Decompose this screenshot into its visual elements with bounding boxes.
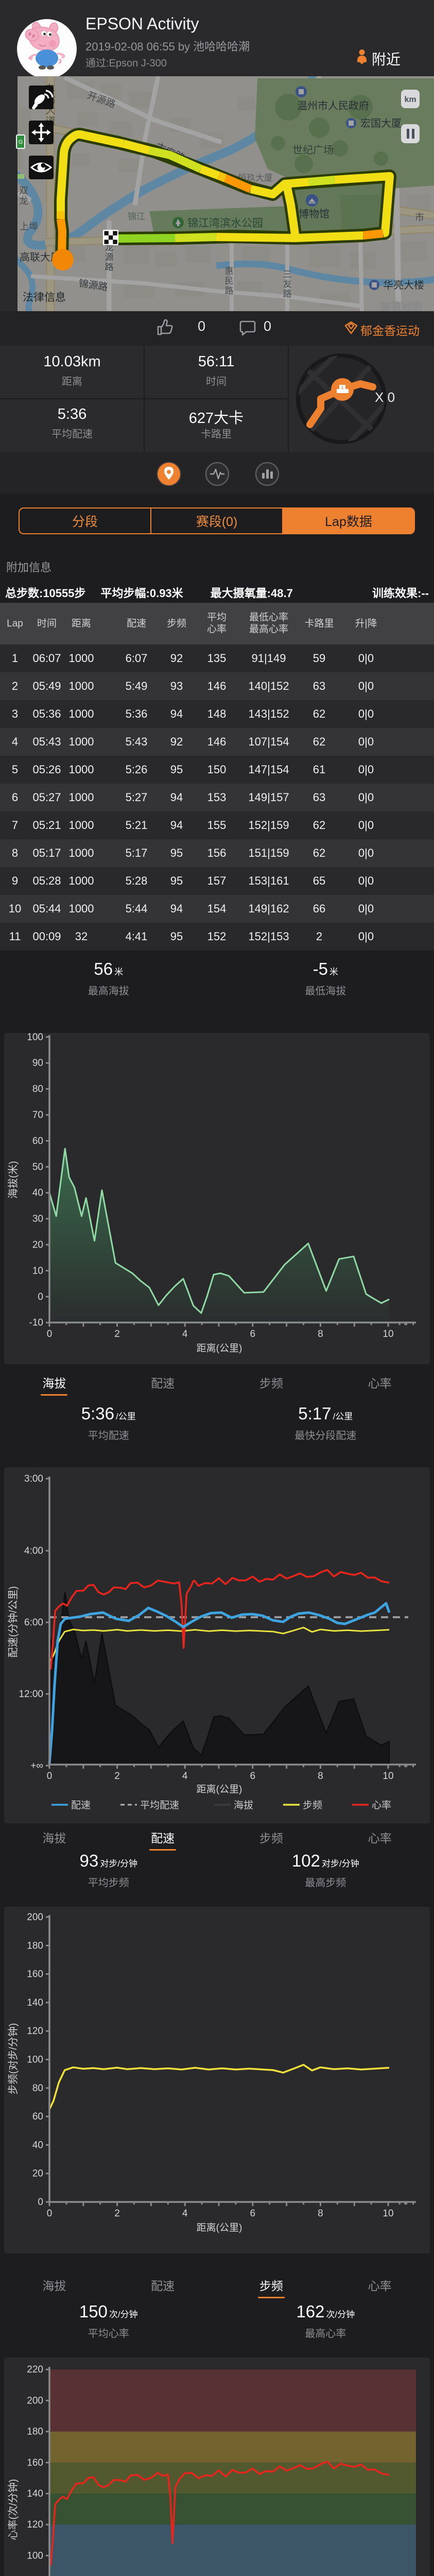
svg-text:6: 6: [250, 1329, 256, 1340]
svg-text:4: 4: [182, 1771, 188, 1782]
svg-text:8: 8: [318, 2208, 323, 2219]
svg-text:4:00: 4:00: [24, 1546, 43, 1556]
svg-text:12:00: 12:00: [19, 1689, 43, 1700]
svg-text:配速: 配速: [71, 1800, 91, 1811]
svg-text:20: 20: [32, 1240, 43, 1250]
svg-text:6: 6: [250, 1771, 256, 1782]
svg-text:6:00: 6:00: [24, 1617, 43, 1628]
svg-text:120: 120: [27, 2519, 43, 2530]
svg-text:0: 0: [47, 2208, 53, 2219]
svg-text:惠: 惠: [225, 266, 234, 276]
svg-text:100: 100: [27, 1033, 43, 1043]
svg-text:80: 80: [32, 2083, 43, 2094]
svg-text:8: 8: [318, 1771, 323, 1782]
svg-text:距离(公里): 距离(公里): [197, 2222, 242, 2233]
svg-text:步频: 步频: [303, 1800, 322, 1811]
svg-text:锦江湾滨水公园: 锦江湾滨水公园: [187, 217, 263, 229]
svg-text:华亮大楼: 华亮大楼: [383, 279, 424, 291]
svg-text:0: 0: [47, 1771, 53, 1782]
svg-text:三: 三: [283, 269, 292, 279]
svg-text:温州市人民政府: 温州市人民政府: [297, 100, 369, 112]
svg-text:心率: 心率: [372, 1800, 391, 1811]
svg-text:km: km: [404, 95, 416, 104]
svg-text:140: 140: [27, 1997, 43, 2008]
svg-text:200: 200: [27, 1912, 43, 1923]
svg-text:2: 2: [114, 1329, 120, 1340]
svg-text:70: 70: [32, 1110, 43, 1121]
svg-text:G: G: [19, 139, 23, 145]
svg-text:民: 民: [225, 276, 234, 286]
svg-text:4: 4: [182, 2208, 188, 2219]
svg-text:+∞: +∞: [30, 1760, 43, 1771]
svg-text:60: 60: [32, 2111, 43, 2122]
svg-text:6: 6: [250, 2208, 256, 2219]
svg-text:配速(分钟/公里): 配速(分钟/公里): [7, 1586, 19, 1658]
svg-text:10: 10: [32, 1265, 43, 1276]
svg-text:友: 友: [283, 279, 292, 289]
svg-text:法律信息: 法律信息: [23, 292, 66, 303]
svg-text:50: 50: [32, 1162, 43, 1173]
svg-text:高联大厦: 高联大厦: [20, 251, 61, 263]
svg-text:距离(公里): 距离(公里): [197, 1343, 242, 1354]
svg-text:宏国大厦: 宏国大厦: [360, 117, 402, 129]
svg-text:上埠: 上埠: [20, 222, 38, 232]
svg-text:锦江: 锦江: [128, 212, 145, 222]
svg-text:80: 80: [32, 1084, 43, 1095]
svg-text:心率(次/分钟): 心率(次/分钟): [7, 2479, 19, 2540]
svg-text:40: 40: [32, 2140, 43, 2150]
svg-text:8: 8: [318, 1329, 323, 1340]
svg-text:10: 10: [383, 1329, 393, 1340]
svg-text:220: 220: [27, 2364, 43, 2375]
svg-text:120: 120: [27, 2026, 43, 2037]
svg-text:0: 0: [38, 2197, 43, 2208]
svg-text:路: 路: [225, 286, 234, 296]
svg-text:海拔(米): 海拔(米): [7, 1161, 19, 1198]
svg-text:10: 10: [383, 1771, 393, 1782]
svg-text:10: 10: [383, 2208, 393, 2219]
svg-text:路: 路: [283, 289, 292, 299]
svg-text:世纪广场: 世纪广场: [292, 144, 334, 156]
svg-text:100: 100: [27, 2550, 43, 2561]
svg-text:步频(对步/分钟): 步频(对步/分钟): [7, 2023, 19, 2095]
svg-text:源: 源: [105, 252, 114, 262]
svg-text:20: 20: [32, 2168, 43, 2179]
svg-text:180: 180: [27, 2427, 43, 2437]
svg-text:双: 双: [19, 185, 28, 196]
svg-text:龙: 龙: [19, 196, 28, 206]
svg-text:2: 2: [114, 1771, 120, 1782]
svg-text:4: 4: [182, 1329, 188, 1340]
svg-text:3:00: 3:00: [24, 1473, 43, 1484]
svg-text:0: 0: [47, 1329, 53, 1340]
svg-text:30: 30: [32, 1214, 43, 1225]
svg-text:海拔: 海拔: [234, 1800, 253, 1811]
svg-text:市: 市: [415, 212, 424, 223]
svg-text:160: 160: [27, 2458, 43, 2468]
svg-text:0: 0: [38, 1292, 43, 1302]
svg-text:60: 60: [32, 1136, 43, 1146]
svg-text:180: 180: [27, 1940, 43, 1951]
svg-text:100: 100: [27, 2055, 43, 2065]
svg-text:距离(公里): 距离(公里): [197, 1784, 242, 1795]
svg-text:90: 90: [32, 1058, 43, 1069]
svg-text:1: 1: [341, 385, 344, 390]
svg-text:平均配速: 平均配速: [140, 1800, 179, 1811]
svg-text:2: 2: [114, 2208, 120, 2219]
svg-text:路: 路: [105, 262, 114, 272]
svg-text:-10: -10: [29, 1317, 43, 1328]
svg-text:40: 40: [32, 1188, 43, 1198]
svg-text:160: 160: [27, 1969, 43, 1980]
svg-text:140: 140: [27, 2488, 43, 2499]
svg-text:200: 200: [27, 2395, 43, 2406]
svg-text:高德地图: 高德地图: [379, 301, 423, 311]
